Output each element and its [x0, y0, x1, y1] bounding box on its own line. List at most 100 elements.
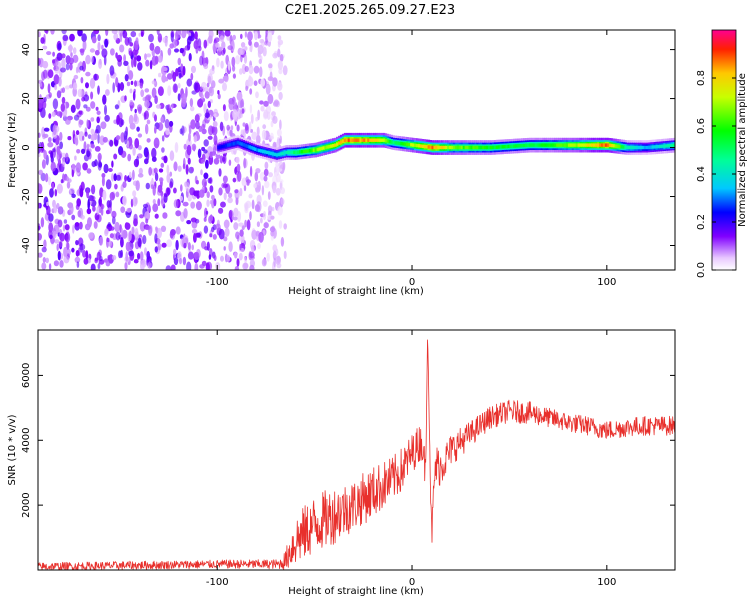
- noise-speckle: [43, 150, 47, 160]
- noise-speckle: [239, 229, 244, 237]
- noise-speckle: [179, 257, 182, 265]
- noise-speckle: [124, 262, 128, 270]
- signal-track-cell: [488, 145, 491, 150]
- signal-track-cell: [564, 143, 567, 147]
- noise-speckle: [255, 91, 259, 99]
- y-tick-label: -20: [21, 188, 32, 204]
- noise-speckle: [154, 95, 158, 104]
- noise-speckle: [260, 78, 266, 87]
- noise-speckle: [217, 30, 223, 35]
- noise-speckle: [188, 124, 192, 135]
- noise-speckle: [73, 82, 78, 90]
- noise-speckle: [166, 173, 171, 183]
- noise-speckle: [88, 195, 94, 201]
- noise-speckle: [255, 168, 261, 174]
- noise-speckle: [48, 213, 54, 222]
- noise-speckle: [259, 172, 265, 181]
- noise-speckle: [90, 117, 95, 122]
- noise-speckle: [48, 113, 52, 119]
- noise-speckle: [48, 263, 52, 270]
- noise-speckle: [244, 219, 248, 228]
- noise-speckle: [167, 85, 172, 97]
- noise-speckle: [272, 115, 278, 124]
- noise-speckle: [239, 243, 242, 251]
- signal-track-cell: [230, 142, 234, 146]
- noise-speckle: [65, 85, 70, 90]
- noise-speckle: [116, 114, 120, 125]
- noise-speckle: [218, 207, 224, 214]
- noise-speckle: [207, 75, 212, 84]
- noise-speckle: [76, 198, 81, 207]
- noise-speckle: [87, 134, 92, 140]
- noise-speckle: [236, 124, 240, 132]
- noise-speckle: [215, 223, 221, 231]
- signal-track-cell: [482, 145, 485, 150]
- noise-speckle: [164, 118, 170, 129]
- noise-speckle: [70, 104, 76, 114]
- noise-speckle: [208, 86, 214, 97]
- noise-speckle: [240, 235, 245, 243]
- noise-speckle: [223, 192, 227, 201]
- signal-track-cell: [491, 145, 495, 150]
- noise-speckle: [58, 241, 63, 248]
- noise-speckle: [208, 125, 214, 136]
- noise-speckle: [151, 147, 157, 159]
- noise-speckle: [126, 81, 131, 87]
- signal-track-cell: [622, 145, 625, 149]
- noise-speckle: [119, 82, 125, 91]
- noise-speckle: [52, 230, 57, 239]
- noise-speckle: [278, 220, 283, 229]
- noise-speckle: [119, 32, 123, 43]
- noise-speckle: [181, 93, 187, 104]
- noise-speckle: [38, 57, 41, 66]
- signal-track-cell: [277, 152, 281, 157]
- noise-speckle: [201, 81, 207, 90]
- signal-track-cell: [250, 146, 253, 150]
- noise-speckle: [88, 232, 94, 240]
- y-tick-label: 4000: [21, 428, 32, 453]
- noise-speckle: [174, 48, 179, 53]
- spectrogram-noise: [38, 30, 288, 270]
- noise-speckle: [59, 260, 64, 268]
- noise-speckle: [223, 236, 228, 242]
- noise-speckle: [131, 226, 135, 235]
- signal-track-cell: [314, 148, 318, 152]
- noise-speckle: [234, 266, 240, 270]
- signal-track-cell: [466, 145, 470, 150]
- noise-speckle: [257, 49, 261, 58]
- noise-speckle: [207, 35, 213, 44]
- signal-track-cell: [351, 138, 355, 142]
- noise-speckle: [62, 34, 69, 41]
- noise-speckle: [234, 189, 239, 194]
- noise-speckle: [145, 218, 149, 224]
- noise-speckle: [102, 189, 107, 201]
- noise-speckle: [75, 98, 81, 110]
- noise-speckle: [133, 56, 137, 68]
- noise-speckle: [49, 234, 53, 240]
- noise-speckle: [86, 168, 92, 174]
- noise-speckle: [40, 37, 45, 44]
- noise-speckle: [209, 68, 215, 75]
- noise-speckle: [96, 116, 100, 124]
- noise-speckle: [182, 65, 186, 76]
- noise-speckle: [203, 103, 207, 114]
- signal-track-cell: [571, 143, 575, 147]
- noise-speckle: [188, 132, 191, 142]
- noise-speckle: [249, 88, 253, 95]
- noise-speckle: [180, 63, 184, 72]
- signal-track-cell: [501, 145, 505, 149]
- noise-speckle: [173, 199, 179, 209]
- noise-speckle: [38, 132, 41, 138]
- noise-speckle: [163, 193, 168, 203]
- noise-speckle: [190, 106, 195, 112]
- noise-speckle: [172, 71, 177, 82]
- noise-speckle: [249, 264, 255, 270]
- noise-speckle: [151, 48, 155, 57]
- signal-track-cell: [312, 148, 316, 152]
- signal-track-cell: [265, 150, 269, 155]
- noise-speckle: [103, 258, 109, 263]
- noise-speckle: [203, 172, 209, 180]
- signal-track-cell: [589, 143, 592, 147]
- noise-speckle: [137, 62, 143, 71]
- noise-speckle: [113, 173, 117, 182]
